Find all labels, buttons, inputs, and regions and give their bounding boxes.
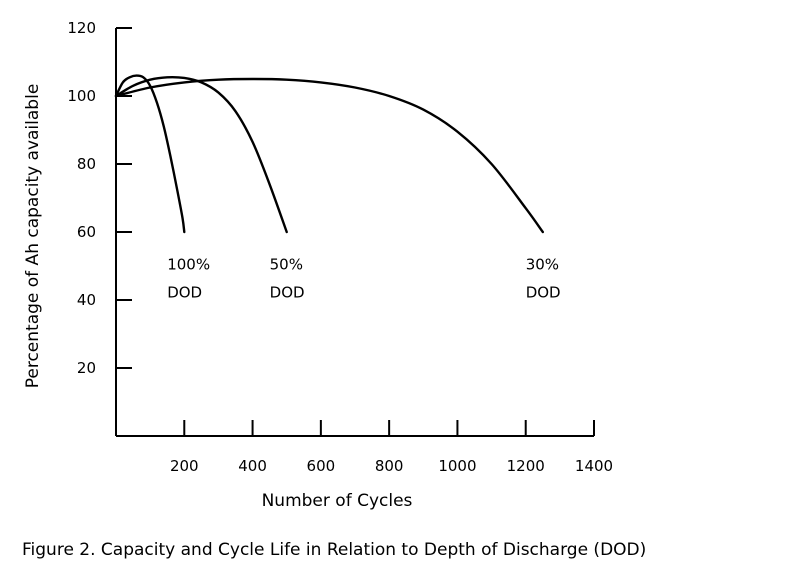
y-tick-label: 120 [67,19,96,37]
series-label-1-line2: DOD [167,283,202,301]
x-tick-label: 600 [307,457,336,475]
series-label-3-line1: 30% [526,255,559,273]
series-label-1-line1: 100% [167,255,210,273]
series-label-2-line1: 50% [270,255,303,273]
x-tick-label: 400 [238,457,267,475]
chart: 20 40 60 80 100 120 200 400 600 800 1000 1200 1400 1… [23,19,613,511]
axes: 20 40 60 80 100 120 200 400 600 800 1000 1200 1400 [67,19,613,475]
annotation-layer: 100% DOD 50% DOD 30% DOD [167,255,560,301]
x-tick-label: 1400 [575,457,613,475]
series-label-2-line2: DOD [270,283,305,301]
series-line-1 [114,74,186,234]
y-tick-label: 80 [77,155,96,173]
y-tick-label: 60 [77,223,96,241]
x-tick-label: 1200 [507,457,545,475]
series-line-3 [114,77,544,234]
x-tick-label: 800 [375,457,404,475]
y-tick-label: 100 [67,87,96,105]
y-tick-label: 40 [77,291,96,309]
figure-caption: Figure 2. Capacity and Cycle Life in Rel… [22,540,647,560]
x-tick-label: 1000 [438,457,476,475]
series-layer [114,74,544,234]
series-label-3-line2: DOD [526,283,561,301]
series-line-2 [114,75,288,234]
y-axis-title: Percentage of Ah capacity available [23,84,43,389]
x-tick-label: 200 [170,457,199,475]
x-axis-title: Number of Cycles [262,491,413,511]
y-tick-label: 20 [77,359,96,377]
